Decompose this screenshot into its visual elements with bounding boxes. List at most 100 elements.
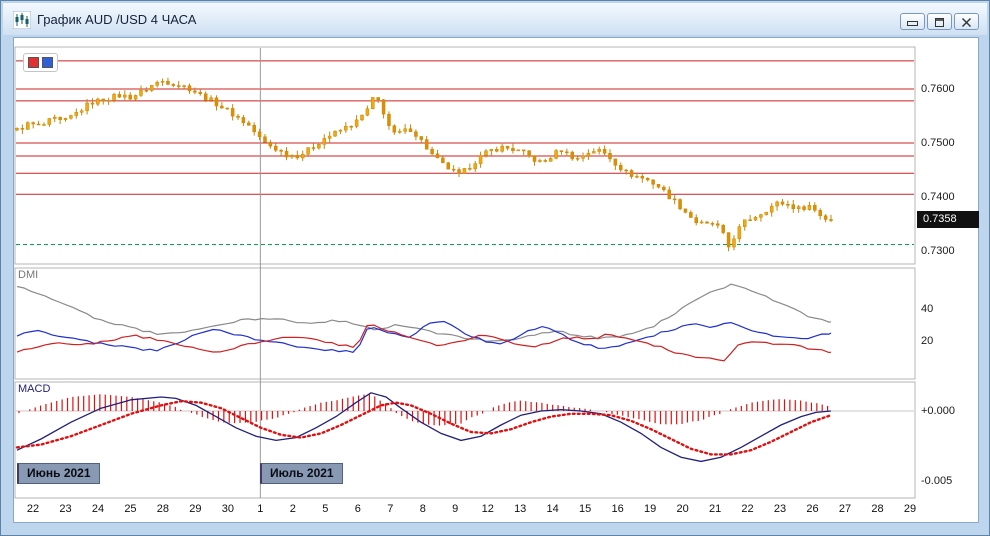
- candle: [414, 131, 418, 137]
- candle: [90, 102, 95, 105]
- dmi-panel[interactable]: [14, 267, 916, 380]
- candle: [791, 204, 796, 209]
- candle: [608, 153, 612, 160]
- candle: [538, 160, 542, 162]
- window-title: График AUD /USD 4 ЧАСА: [37, 12, 197, 27]
- candle: [69, 115, 73, 119]
- x-axis-label: 27: [839, 503, 851, 515]
- candle: [441, 157, 445, 163]
- candle: [457, 169, 461, 174]
- candle: [829, 219, 833, 221]
- x-axis-label: 16: [612, 503, 624, 515]
- candle: [629, 170, 634, 177]
- candle: [150, 85, 154, 91]
- candle: [220, 105, 224, 109]
- candle: [446, 162, 451, 170]
- candle: [257, 131, 262, 137]
- candle: [58, 116, 62, 120]
- candle: [699, 221, 704, 224]
- candle: [575, 157, 580, 160]
- candle: [365, 108, 370, 116]
- candle: [818, 210, 822, 217]
- candle: [52, 116, 57, 119]
- candle: [478, 155, 483, 164]
- candle: [322, 138, 327, 145]
- candle: [371, 97, 375, 110]
- x-axis-label: 29: [189, 503, 201, 515]
- x-axis-label: 6: [355, 503, 361, 515]
- candle: [139, 90, 143, 96]
- candle: [63, 118, 68, 120]
- x-axis-label: 25: [124, 503, 136, 515]
- candle: [726, 232, 731, 248]
- candle: [403, 128, 407, 132]
- x-axis-label: 2: [290, 503, 296, 515]
- minimize-icon: [907, 21, 918, 26]
- candle: [317, 144, 321, 149]
- candle: [408, 128, 413, 132]
- candle: [96, 98, 100, 105]
- candle: [742, 219, 747, 227]
- candle: [640, 176, 645, 179]
- candle: [79, 110, 84, 113]
- candle: [230, 108, 235, 117]
- macd-tick: +0.000: [921, 405, 955, 417]
- x-axis-label: 9: [452, 503, 458, 515]
- x-axis-label: 13: [514, 503, 526, 515]
- candle: [721, 225, 725, 233]
- month-label-june: Июнь 2021: [17, 463, 100, 484]
- candle: [397, 131, 402, 133]
- candle: [133, 95, 138, 100]
- restore-button[interactable]: [927, 13, 952, 30]
- candle: [381, 99, 386, 115]
- candle: [451, 168, 456, 171]
- candle: [559, 150, 564, 153]
- candle: [31, 122, 35, 125]
- dmi-line-ADX: [16, 283, 832, 342]
- candle: [613, 158, 618, 166]
- candle: [694, 217, 698, 224]
- candle: [656, 184, 661, 188]
- price-tick: 0.7600: [921, 83, 955, 95]
- x-axis-label: 19: [644, 503, 656, 515]
- x-axis-label: 20: [676, 503, 688, 515]
- candle: [295, 155, 300, 159]
- candle: [737, 226, 742, 240]
- candle: [274, 145, 278, 151]
- indicator-blue-button[interactable]: [42, 57, 53, 68]
- title-bar[interactable]: График AUD /USD 4 ЧАСА: [3, 3, 987, 35]
- candle: [468, 168, 472, 170]
- candle: [376, 97, 380, 101]
- indicator-red-button[interactable]: [28, 57, 39, 68]
- candle: [247, 122, 251, 126]
- x-axis-label: 14: [547, 503, 559, 515]
- x-axis-label: 7: [387, 503, 393, 515]
- dmi-panel-label: DMI: [18, 269, 39, 281]
- close-icon: [962, 18, 971, 27]
- candle: [662, 186, 666, 191]
- candle: [252, 125, 256, 133]
- chart-canvas: 22 23 24 25 28 29 30 1 2 5 6 7 8 9 12 13 14 15 16 19 20 21 22 2…: [14, 46, 916, 515]
- x-axis-label: 29: [904, 503, 916, 515]
- restore-icon: [935, 18, 944, 27]
- dmi-line-minus_DI: [16, 324, 832, 362]
- x-axis-label: 28: [157, 503, 169, 515]
- candle: [769, 205, 774, 213]
- candle: [144, 90, 149, 92]
- candle: [592, 151, 596, 154]
- candle: [689, 212, 693, 218]
- candle: [495, 149, 499, 152]
- macd-tick: -0.005: [921, 475, 953, 487]
- x-axis-label: 1: [257, 503, 263, 515]
- candle: [338, 129, 343, 132]
- minimize-button[interactable]: [900, 13, 925, 30]
- candle: [263, 136, 267, 143]
- candle: [47, 118, 52, 125]
- candle: [705, 221, 709, 224]
- price-tick: 0.7400: [921, 191, 955, 203]
- price-tick: 0.7500: [921, 137, 955, 149]
- close-button[interactable]: [954, 13, 979, 30]
- candle: [160, 80, 165, 83]
- dmi-tick: 20: [921, 335, 934, 347]
